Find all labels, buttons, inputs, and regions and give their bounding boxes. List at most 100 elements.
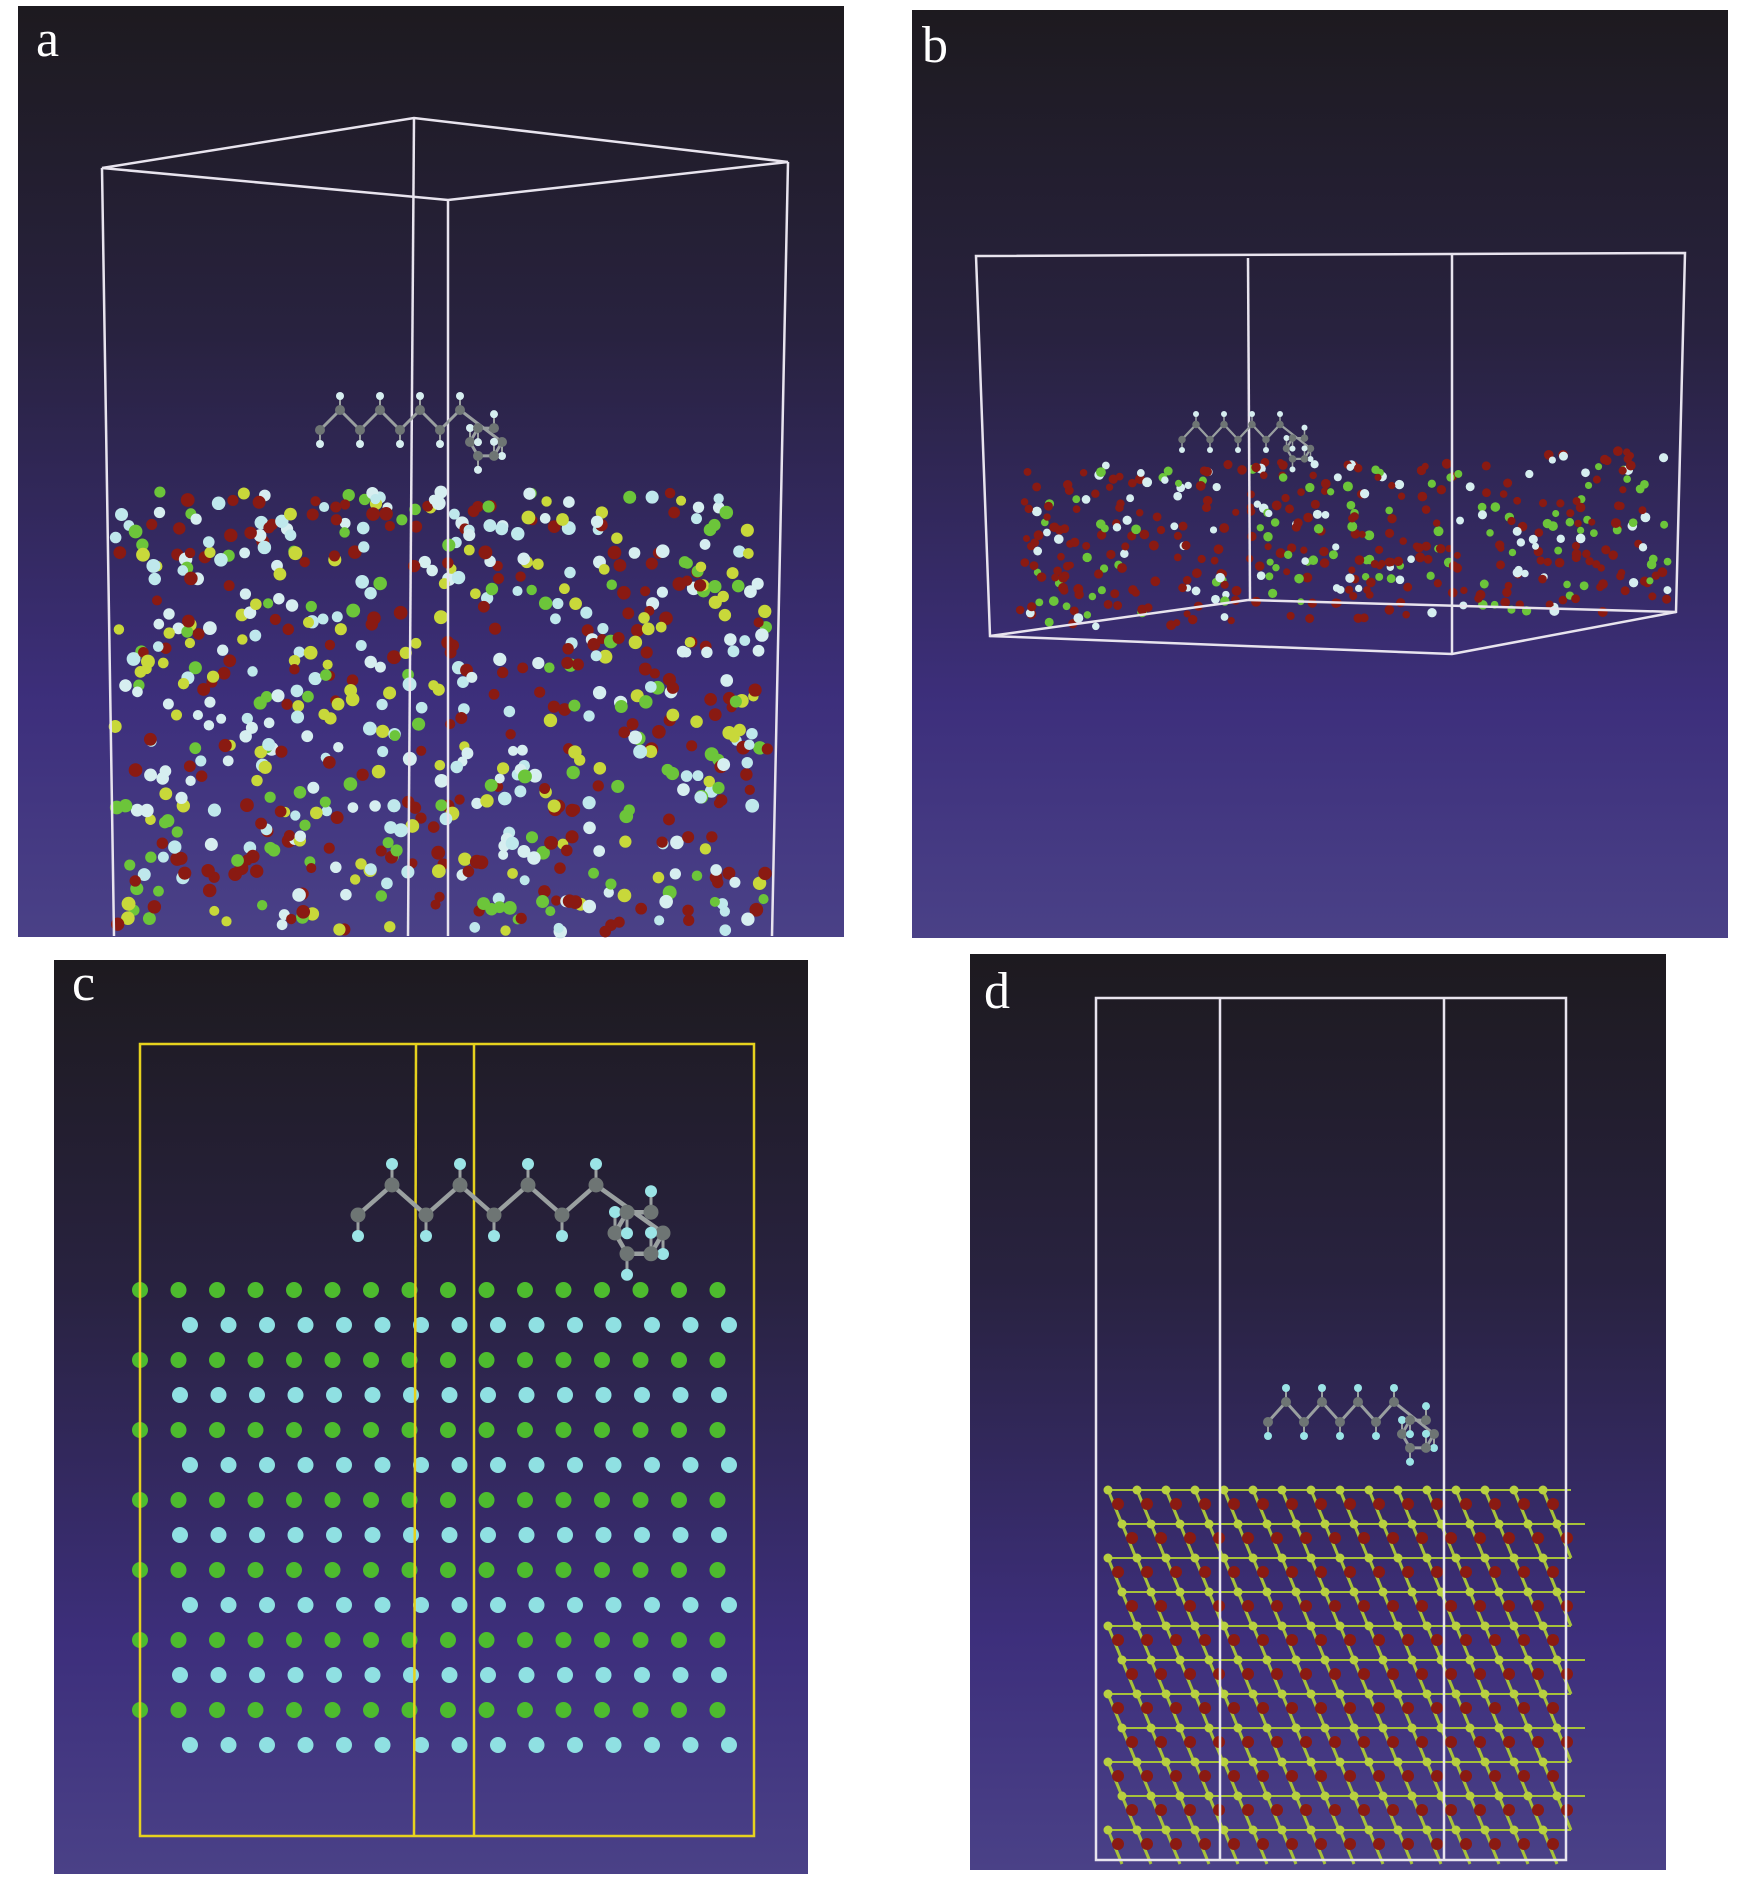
atom bbox=[1454, 469, 1463, 478]
atom bbox=[249, 1527, 265, 1543]
atom bbox=[1451, 1757, 1461, 1767]
atom bbox=[1199, 1566, 1211, 1578]
atom bbox=[1638, 543, 1648, 552]
atom bbox=[695, 561, 707, 573]
atom bbox=[713, 798, 725, 809]
atom bbox=[1262, 1791, 1272, 1801]
carbon bbox=[489, 423, 499, 434]
atom bbox=[672, 1667, 689, 1683]
atom bbox=[482, 500, 495, 513]
atom bbox=[1184, 1532, 1196, 1544]
atom bbox=[617, 888, 632, 903]
carbon bbox=[1306, 444, 1315, 453]
atom bbox=[739, 635, 751, 646]
atom bbox=[639, 695, 653, 709]
hydrogen bbox=[454, 1158, 466, 1170]
atom bbox=[1073, 613, 1084, 623]
atom bbox=[1286, 1634, 1298, 1646]
atom bbox=[1146, 1723, 1156, 1733]
atom bbox=[244, 526, 257, 540]
atom bbox=[140, 803, 154, 818]
atom bbox=[1286, 1498, 1298, 1510]
atom bbox=[1103, 599, 1113, 609]
atom bbox=[364, 587, 377, 600]
atom bbox=[1613, 446, 1623, 457]
atom bbox=[1082, 552, 1092, 563]
atom bbox=[249, 1387, 265, 1403]
atom bbox=[1023, 467, 1032, 476]
atom bbox=[567, 1597, 583, 1613]
atom bbox=[1215, 572, 1225, 583]
atom bbox=[1233, 1587, 1243, 1597]
atom bbox=[1115, 503, 1124, 513]
atom bbox=[478, 1562, 495, 1578]
atom bbox=[617, 586, 631, 600]
atom bbox=[597, 622, 609, 635]
atom bbox=[1209, 526, 1218, 534]
carbon bbox=[1263, 1417, 1273, 1427]
atom bbox=[1344, 1702, 1356, 1714]
atom bbox=[569, 804, 581, 816]
atom bbox=[379, 507, 393, 521]
atom bbox=[478, 1492, 495, 1508]
atom bbox=[603, 887, 614, 898]
panel-label: b bbox=[922, 17, 948, 74]
atom bbox=[645, 490, 659, 504]
atom bbox=[1233, 1723, 1243, 1733]
atom bbox=[1349, 591, 1358, 601]
atom bbox=[1431, 1838, 1443, 1850]
hydrogen bbox=[1398, 1416, 1406, 1424]
atom bbox=[1126, 1600, 1138, 1612]
atom bbox=[121, 896, 136, 911]
hydrogen bbox=[1318, 1384, 1326, 1392]
atom bbox=[1058, 572, 1069, 583]
atom bbox=[1638, 506, 1647, 515]
atom bbox=[1393, 1689, 1403, 1699]
atom bbox=[252, 495, 266, 509]
atom bbox=[451, 1317, 468, 1333]
atom bbox=[1445, 1600, 1457, 1612]
atom bbox=[326, 1387, 342, 1403]
atom bbox=[669, 868, 681, 880]
atom bbox=[1358, 1600, 1370, 1612]
atom bbox=[1474, 1668, 1486, 1680]
atom bbox=[699, 539, 711, 550]
atom bbox=[269, 613, 281, 625]
atom bbox=[1329, 1736, 1341, 1748]
atom bbox=[733, 545, 746, 558]
atom bbox=[497, 666, 509, 679]
atom bbox=[1136, 469, 1145, 477]
atom bbox=[1113, 600, 1123, 610]
atom bbox=[556, 513, 569, 526]
atom bbox=[401, 1282, 418, 1298]
atom bbox=[1257, 1498, 1269, 1510]
hydrogen bbox=[490, 437, 498, 446]
atom bbox=[1291, 1723, 1301, 1733]
atom bbox=[1402, 1702, 1414, 1714]
atom bbox=[1489, 1838, 1501, 1850]
atom bbox=[607, 545, 622, 560]
atom bbox=[1480, 1553, 1490, 1563]
atom bbox=[1069, 537, 1080, 548]
atom bbox=[758, 604, 772, 619]
atom bbox=[287, 1527, 304, 1543]
atom bbox=[263, 598, 274, 609]
atom bbox=[1354, 555, 1365, 565]
atom bbox=[1358, 1532, 1370, 1544]
atom bbox=[209, 1352, 225, 1368]
atom bbox=[1480, 1689, 1490, 1699]
atom bbox=[440, 1702, 456, 1718]
atom bbox=[239, 547, 251, 559]
atom bbox=[644, 1737, 660, 1753]
atom bbox=[721, 1317, 737, 1333]
atom bbox=[1271, 1668, 1283, 1680]
atom bbox=[494, 773, 505, 784]
atom bbox=[1320, 1655, 1330, 1665]
carbon bbox=[1421, 1415, 1431, 1426]
atom bbox=[1480, 1825, 1490, 1835]
atom bbox=[1096, 467, 1106, 478]
atom bbox=[593, 845, 606, 857]
atom bbox=[1057, 552, 1065, 561]
atom bbox=[1204, 1587, 1214, 1597]
atom bbox=[539, 513, 551, 524]
